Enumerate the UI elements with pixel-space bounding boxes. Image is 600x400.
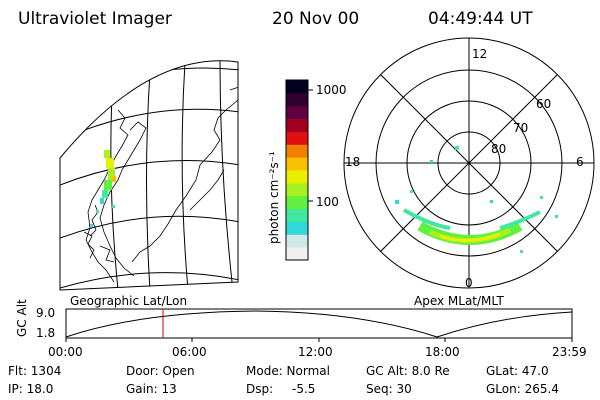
time-tick-1800: 18:00: [425, 345, 460, 359]
ip-value: IP: 18.0: [8, 382, 54, 396]
colorbar-step: [286, 195, 308, 210]
colorbar-step: [286, 80, 308, 94]
dsp-value: -5.5: [292, 382, 316, 396]
altitude-tick-9: 9.0: [36, 306, 56, 320]
geographic-latitude: GLat: 47.0: [486, 364, 549, 378]
colorbar-step: [286, 234, 308, 248]
flight-number: Flt: 1304: [8, 364, 62, 378]
gain-value: Gain: 13: [126, 382, 177, 396]
aurora-emission-left: [90, 150, 116, 227]
time-tick-1200: 12:00: [298, 345, 333, 359]
colorbar-step: [286, 182, 308, 197]
mlat-label-70: 70: [513, 121, 529, 135]
mlat-label-60: 60: [536, 97, 552, 111]
colorbar-step: [286, 131, 308, 145]
mlt-label-6: 6: [576, 155, 584, 169]
mlt-label-18: 18: [345, 155, 361, 169]
colorbar-tick-100: 100: [316, 195, 339, 209]
mlat-label-80: 80: [491, 142, 507, 156]
polar-map-title: Apex MLat/MLT: [414, 294, 504, 308]
colorbar-step: [286, 118, 308, 132]
dsp-label: Dsp:: [246, 382, 274, 396]
mlt-label-0: 0: [465, 276, 473, 290]
colorbar-step: [286, 221, 308, 235]
colorbar-step: [286, 92, 308, 107]
altitude-tick-1-8: 1.8: [36, 326, 56, 340]
mode-value: Mode: Normal: [246, 364, 330, 378]
time-tick-0000: 00:00: [48, 345, 83, 359]
colorbar-step: [286, 105, 308, 120]
door-status: Door: Open: [126, 364, 195, 378]
aurora-oval: [395, 146, 558, 253]
mlt-label-12: 12: [472, 47, 488, 61]
colorbar-tick-1000: 1000: [316, 83, 347, 97]
sequence-number: Seq: 30: [366, 382, 412, 396]
colorbar-step: [286, 208, 308, 222]
date-label: 20 Nov 00: [272, 9, 360, 29]
colorbar-step: [286, 157, 308, 171]
altitude-ylabel: GC Alt: [15, 299, 29, 337]
geographic-map-title: Geographic Lat/Lon: [70, 294, 188, 308]
intensity-colorbar: [285, 79, 313, 261]
instrument-title: Ultraviolet Imager: [18, 9, 172, 29]
gc-altitude: GC Alt: 8.0 Re: [366, 364, 450, 378]
time-tick-2359: 23:59: [552, 345, 587, 359]
time-label: 04:49:44 UT: [428, 9, 533, 29]
geographic-longitude: GLon: 265.4: [486, 382, 559, 396]
colorbar-step: [286, 247, 308, 261]
colorbar-step: [286, 170, 308, 184]
colorbar-step: [286, 144, 308, 158]
time-tick-0600: 06:00: [172, 345, 207, 359]
